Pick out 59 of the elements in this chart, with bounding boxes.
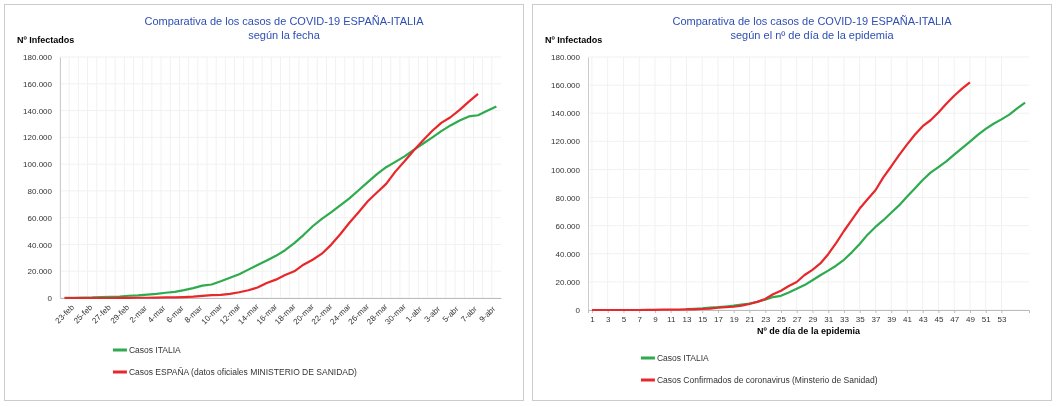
x-axis-title: Nº de día de la epidemia — [757, 326, 861, 336]
y-tick-label: 100.000 — [551, 165, 581, 175]
x-tick-label: 31 — [824, 314, 834, 324]
y-tick-label: 180.000 — [551, 53, 581, 63]
x-tick-label: 49 — [965, 314, 976, 324]
x-tick-label: 33 — [839, 314, 850, 324]
x-tick-label: 53 — [997, 314, 1007, 324]
x-tick-label: 47 — [950, 314, 960, 324]
x-tick-label: 19 — [729, 314, 740, 324]
y-tick-label: 120.000 — [551, 137, 581, 147]
x-tick-label: 7 — [637, 314, 643, 324]
y-tick-label: 20.000 — [27, 267, 53, 277]
x-tick-label: 35 — [855, 314, 866, 324]
x-tick-label: 21 — [745, 314, 755, 324]
y-tick-label: 40.000 — [555, 249, 581, 259]
y-tick-label: 160.000 — [23, 79, 53, 89]
x-tick-label: 37 — [871, 314, 881, 324]
x-tick-label: 9 — [653, 314, 659, 324]
x-tick-label: 45 — [934, 314, 944, 324]
legend-label: Casos ITALIA — [656, 353, 710, 363]
chart-subtitle: según la fecha — [248, 29, 321, 41]
y-tick-label: 140.000 — [23, 106, 53, 116]
y-axis-title: Nº Infectados — [17, 35, 75, 45]
y-tick-label: 140.000 — [551, 109, 581, 119]
y-tick-label: 40.000 — [27, 240, 53, 250]
x-tick-label: 15 — [698, 314, 708, 324]
x-tick-label: 51 — [981, 314, 992, 324]
x-tick-label: 39 — [887, 314, 897, 324]
y-tick-label: 80.000 — [27, 186, 53, 196]
y-tick-label: 0 — [575, 306, 581, 316]
x-tick-label: 3 — [605, 314, 611, 324]
x-tick-label: 43 — [918, 314, 929, 324]
y-tick-label: 100.000 — [23, 160, 53, 170]
x-tick-label: 23 — [761, 314, 771, 324]
chart-subtitle: según el nº de día de la epidemia — [730, 29, 895, 41]
x-tick-label: 5 — [621, 314, 627, 324]
y-tick-label: 120.000 — [23, 133, 53, 143]
legend-label: Casos Confirmados de coronavirus (Minsterio de Sanidad) — [656, 375, 878, 385]
x-tick-label: 41 — [902, 314, 913, 324]
x-tick-label: 13 — [682, 314, 692, 324]
legend-label: Casos ITALIA — [128, 345, 182, 355]
x-tick-label: 27 — [792, 314, 803, 324]
y-tick-label: 180.000 — [23, 53, 53, 63]
y-tick-label: 0 — [47, 294, 53, 304]
chart-title: Comparativa de los casos de COVID-19 ESPAÑA-ITALIA — [672, 15, 953, 27]
y-axis-title: Nº Infectados — [545, 35, 603, 45]
x-tick-label: 11 — [667, 314, 676, 324]
y-tick-label: 60.000 — [27, 213, 53, 223]
y-tick-label: 20.000 — [555, 277, 581, 287]
x-tick-label: 1 — [590, 314, 596, 324]
y-tick-label: 160.000 — [551, 81, 581, 91]
x-tick-label: 17 — [713, 314, 724, 324]
chart-title: Comparativa de los casos de COVID-19 ESPAÑA-ITALIA — [144, 15, 425, 27]
legend-label: Casos ESPAÑA (datos oficiales MINISTERIO DE SANIDAD) — [128, 367, 358, 377]
x-tick-label: 25 — [776, 314, 787, 324]
line-series — [590, 81, 972, 312]
y-tick-label: 80.000 — [555, 193, 581, 203]
x-tick-label: 29 — [808, 314, 818, 324]
y-tick-label: 60.000 — [555, 221, 581, 231]
